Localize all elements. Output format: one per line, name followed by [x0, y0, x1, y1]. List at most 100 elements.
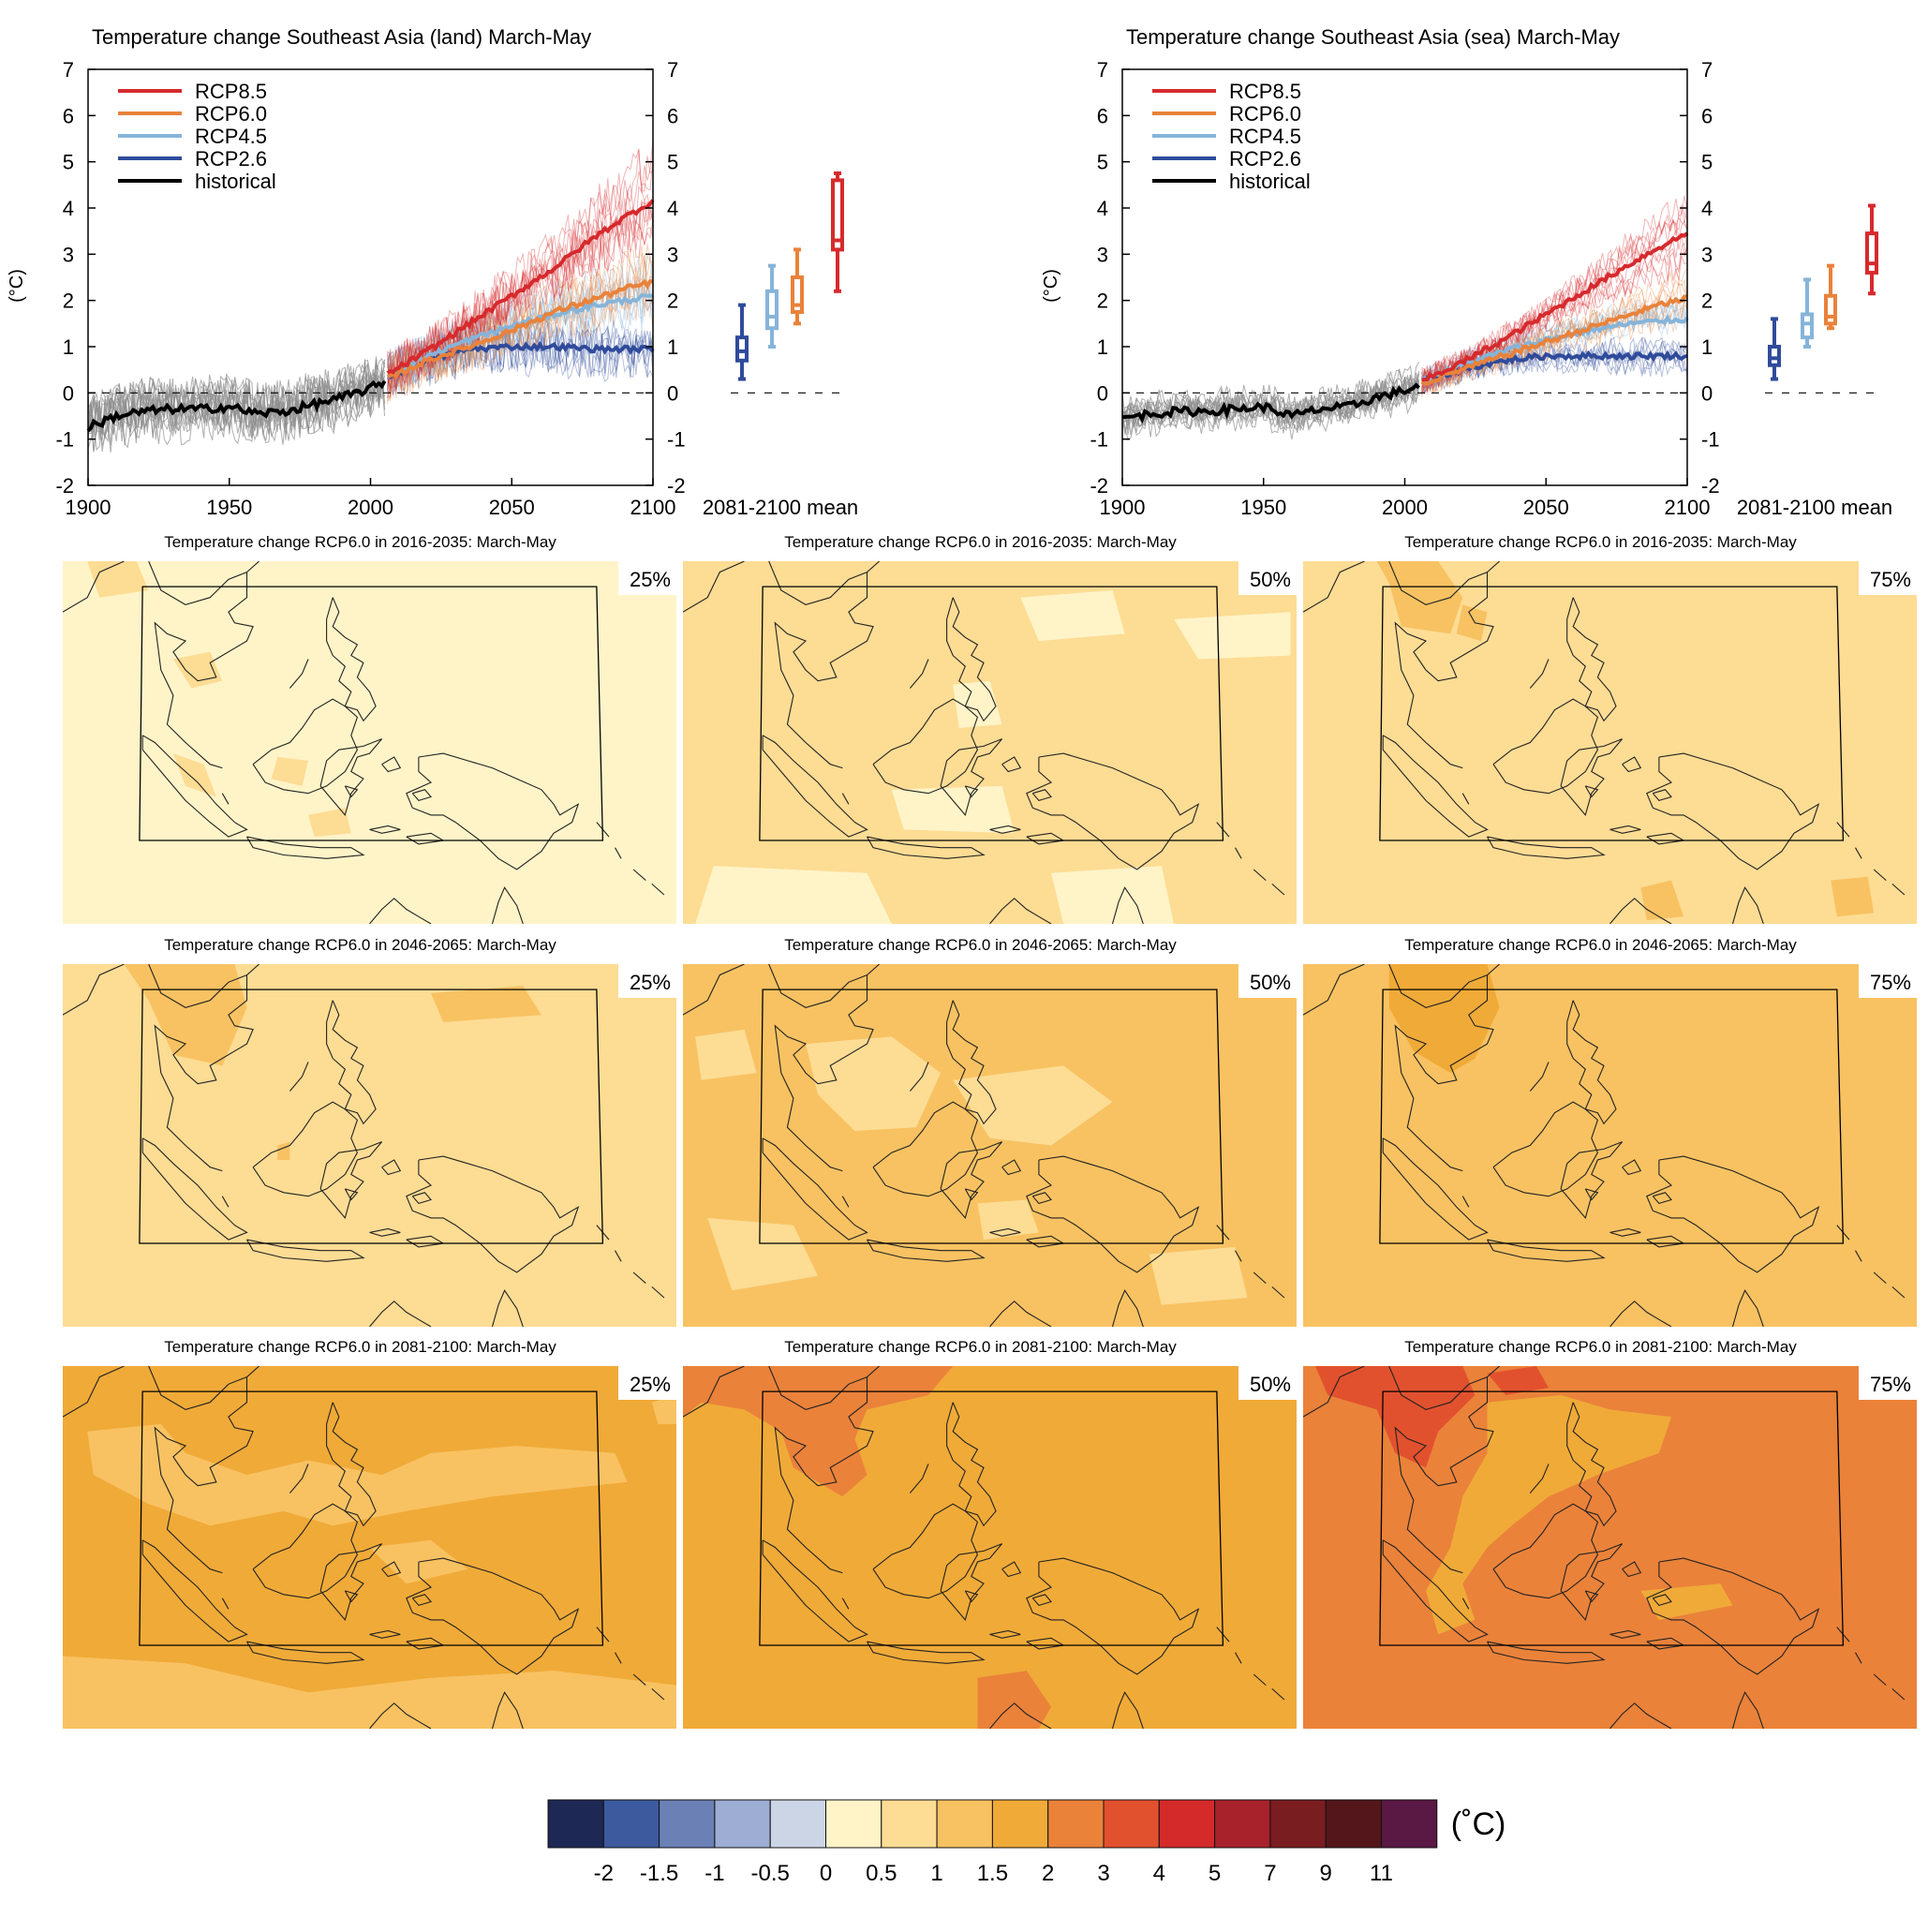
rcp26-member-line [387, 321, 653, 393]
region-box [1379, 586, 1845, 841]
coastline [1646, 1557, 1820, 1675]
coastline [1622, 1561, 1642, 1578]
percentile-label: 50% [1250, 568, 1291, 591]
rcp60-member-line [387, 281, 653, 392]
y-tick-label-left: 0 [63, 381, 74, 405]
coastline [989, 1629, 1021, 1639]
percentile-label: 75% [1870, 1373, 1911, 1396]
colorbar-unit: (˚C) [1451, 1806, 1506, 1842]
coastline [63, 561, 125, 613]
boxplot-panel: 2081-2100 mean [1737, 203, 1892, 519]
colorbar-cell [1158, 1799, 1216, 1849]
map-title: Temperature change RCP6.0 in 2016-2035: … [164, 533, 556, 551]
coastline [989, 1300, 1052, 1327]
coastline [326, 1402, 377, 1527]
coastline [141, 1137, 248, 1241]
colorbar-cell [991, 1799, 1049, 1849]
percentile-label-bg [1859, 561, 1917, 595]
coastline [1235, 1250, 1242, 1262]
map-contour-region [1149, 1246, 1248, 1305]
coastline [909, 1464, 929, 1494]
y-tick-label-right: 3 [1701, 243, 1713, 266]
map-contour-region [1051, 866, 1174, 924]
map-panel: Temperature change RCP6.0 in 2046-2065: … [683, 936, 1297, 1327]
map-contour-region [1426, 967, 1451, 987]
coastline [252, 1101, 359, 1197]
coastline [1731, 1289, 1764, 1327]
y-tick-label-right: 7 [1701, 58, 1713, 82]
y-tick-label-right: 6 [667, 104, 678, 127]
map-contour-region [1831, 876, 1875, 917]
coastline [63, 964, 125, 1016]
coastline [1461, 793, 1470, 805]
coastline [867, 1641, 986, 1664]
coastline [683, 964, 745, 1016]
rcp26-member-line [387, 325, 653, 391]
coastline [615, 847, 622, 859]
colorbar-cell [881, 1799, 938, 1849]
coastline [964, 1188, 979, 1201]
rcp85-member-line [1421, 203, 1687, 390]
coastline [1529, 659, 1550, 689]
colorbar-group: -2 -1.5 -1 -0.5 0 0.5 1 1.5 2 3 4 5 7 9 11 (˚C) [547, 1799, 1506, 1886]
coastline [1382, 735, 1489, 838]
coastline [221, 1196, 230, 1208]
colorbar-cell [936, 1799, 993, 1849]
coastline [154, 1376, 254, 1574]
map-contour-region [1376, 561, 1463, 634]
coastline [411, 789, 432, 802]
y-tick-label-left: 5 [63, 151, 74, 174]
map-contour-region [891, 785, 1015, 834]
coastline [774, 974, 874, 1172]
y-tick-label-right: 2 [1701, 290, 1713, 313]
coastline [964, 785, 979, 798]
coastline [1492, 698, 1599, 795]
coastline [1001, 756, 1022, 773]
rcp45-member-line [1421, 304, 1687, 394]
y-tick-label-right: 1 [1701, 335, 1713, 359]
y-tick-label-left: 6 [63, 104, 74, 127]
colorbar-tick-label: 1 [930, 1861, 942, 1886]
coastline [1584, 1188, 1599, 1201]
percentile-label-bg [1859, 964, 1917, 998]
chart-title: Temperature change Southeast Asia (sea) … [1126, 25, 1620, 49]
y-tick-label-left: 7 [1097, 58, 1108, 82]
x-tick-label: 1950 [1240, 496, 1286, 519]
coastline [872, 698, 979, 795]
coastline [1382, 1137, 1489, 1241]
coastline [344, 785, 359, 798]
coastline [1652, 1192, 1672, 1205]
map-contour-region [63, 1656, 676, 1729]
coastline [632, 1673, 646, 1687]
coastline [1622, 1159, 1642, 1176]
coastline [1873, 1673, 1887, 1687]
map-field [1303, 1366, 1917, 1729]
coastline [1026, 1557, 1200, 1675]
legend-label-rcp45: RCP4.5 [195, 125, 267, 148]
map-title: Temperature change RCP6.0 in 2081-2100: … [784, 1338, 1177, 1356]
coastline [1566, 597, 1617, 722]
map-field [63, 1366, 676, 1729]
coastline [1622, 756, 1642, 773]
coastline [1026, 752, 1200, 870]
colorbar-tick-label: 0 [820, 1861, 832, 1886]
x-tick-label: 1900 [1100, 496, 1146, 519]
y-tick-label-left: -1 [55, 428, 74, 452]
coastline [762, 1137, 868, 1241]
coastline [369, 898, 432, 924]
coastline [289, 1062, 309, 1092]
map-contour-region [431, 986, 541, 1022]
coastline [1253, 869, 1267, 882]
rcp85-member-line [1421, 229, 1687, 387]
map-field [1303, 964, 1917, 1327]
coastline [319, 1543, 383, 1622]
coastline [632, 869, 646, 882]
colorbar-cell [1381, 1799, 1438, 1849]
rcp85-member-line [387, 148, 653, 390]
boxplot-panel: 2081-2100 mean [703, 171, 858, 519]
coastline [154, 974, 254, 1172]
coastline [1731, 1691, 1764, 1729]
boxplot-label: 2081-2100 mean [703, 496, 858, 519]
coastline [63, 1366, 125, 1418]
region-box [759, 1390, 1224, 1646]
